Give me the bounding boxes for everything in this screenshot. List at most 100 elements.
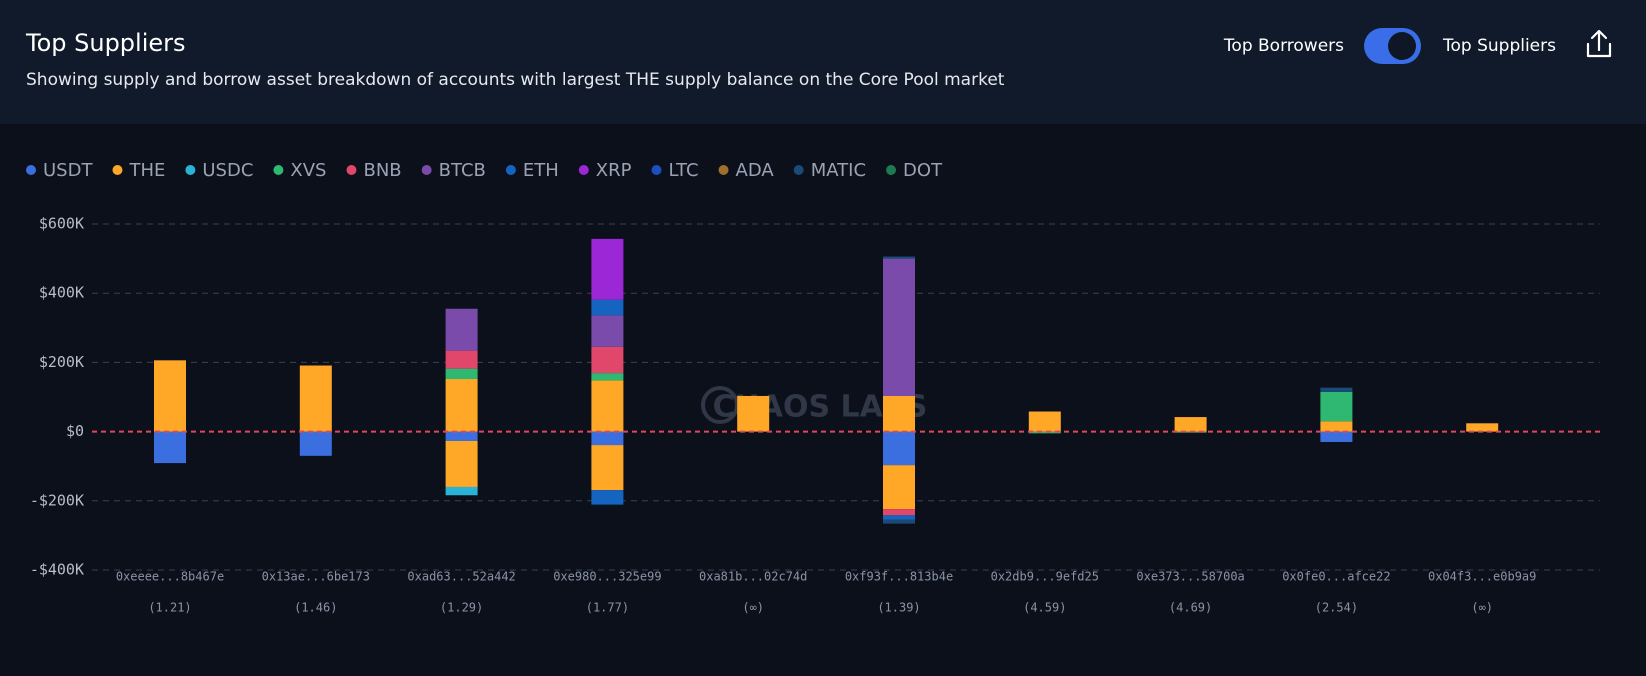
subtitle: Showing supply and borrow asset breakdow… (26, 70, 1005, 90)
share-button[interactable] (1586, 29, 1612, 58)
health-factor: (1.77) (586, 601, 629, 615)
legend-label: BTCB (439, 160, 486, 181)
bar-segment (445, 350, 478, 369)
bar-segment (883, 465, 915, 510)
bar-segment (591, 490, 624, 505)
legend-dot (26, 165, 36, 175)
x-tick-label: 0xa81b...02c74d (699, 570, 807, 584)
watermark-logo (701, 386, 739, 424)
x-tick-label: 0x04f3...e0b9a9 (1428, 570, 1536, 584)
bar-segment (445, 368, 478, 380)
legend-label: USDT (43, 160, 93, 181)
legend: USDT THE USDC XVS BNB BTCB ETH XRP LTC ADA MATIC DO… (26, 160, 943, 181)
bar-segment (883, 395, 915, 432)
health-factor: (2.54) (1315, 601, 1358, 615)
x-tick-label: 0xad63...52a442 (407, 570, 515, 584)
legend-dot (718, 165, 729, 175)
health-factor: (4.59) (1023, 601, 1066, 615)
bar-segment (1028, 431, 1061, 434)
health-factor: (∞) (1471, 601, 1493, 615)
bar-segment (1174, 417, 1207, 432)
y-tick-label: $400K (39, 284, 84, 302)
chart-bg (0, 124, 1646, 676)
bar-segment (591, 380, 624, 432)
legend-dot (112, 165, 123, 175)
bar-segment (883, 431, 915, 466)
bar-segment (299, 365, 332, 432)
legend-label: BNB (363, 160, 401, 181)
toggle-left-label[interactable]: Top Borrowers (1223, 36, 1344, 56)
legend-dot (185, 165, 196, 175)
x-tick-label: 0xeeee...8b467e (116, 570, 224, 584)
bar-segment (591, 346, 624, 374)
bar-segment (591, 238, 624, 300)
share-arrow (1590, 29, 1608, 52)
legend-label: THE (128, 160, 165, 181)
legend-dot (346, 165, 357, 175)
health-factor: (1.46) (294, 601, 337, 615)
bar-segment (154, 360, 186, 432)
legend-dot (793, 165, 804, 175)
bar-segment (1320, 431, 1353, 442)
bar-segment (883, 256, 915, 259)
bar-segment (737, 395, 770, 432)
x-tick-label: 0xe980...325e99 (553, 570, 661, 584)
bar-segment (1320, 391, 1353, 422)
legend-dot (273, 165, 284, 175)
header-bg (0, 0, 1646, 124)
y-tick-label: $600K (39, 215, 84, 233)
title: Top Suppliers (25, 29, 186, 57)
bar-segment (591, 431, 624, 446)
toggle-knob (1388, 32, 1416, 60)
x-tick-label: 0xe373...58700a (1136, 570, 1244, 584)
legend-label: ADA (736, 160, 775, 181)
bar-segment (883, 515, 915, 520)
bar-segment (1320, 387, 1353, 392)
bar-segment (883, 509, 915, 516)
share-icon (1586, 42, 1612, 58)
health-factor: (1.21) (148, 601, 191, 615)
x-tick-label: 0x0fe0...afce22 (1282, 570, 1390, 584)
y-tick-label: -$400K (30, 561, 84, 579)
health-factor: (1.29) (440, 601, 483, 615)
legend-dot (886, 165, 897, 175)
bar-segment (591, 299, 624, 316)
legend-label: MATIC (811, 160, 866, 181)
legend-dot (578, 165, 589, 175)
bar-segment (445, 431, 478, 441)
bar-segment (445, 379, 478, 432)
legend-dot (651, 165, 662, 175)
y-tick-label: $200K (39, 353, 84, 371)
legend-label: DOT (903, 160, 943, 181)
legend-label: LTC (668, 160, 698, 181)
bar-segment (883, 258, 915, 396)
health-factor: (∞) (742, 601, 764, 615)
bar-segment (883, 519, 915, 524)
legend-label: XVS (290, 160, 326, 181)
health-factor: (4.69) (1169, 601, 1212, 615)
legend-label: ETH (523, 160, 559, 181)
bar-segment (1320, 421, 1353, 432)
bar-segment (445, 308, 478, 351)
legend-dot (421, 165, 432, 175)
x-tick-label: 0x13ae...6be173 (262, 570, 370, 584)
bar-segment (591, 315, 624, 347)
bar-segment (299, 431, 332, 456)
y-tick-label: -$200K (30, 491, 84, 509)
bar-segment (591, 373, 624, 381)
x-tick-label: 0x2db9...9efd25 (991, 570, 1099, 584)
legend-label: XRP (596, 160, 632, 181)
toggle-right-label[interactable]: Top Suppliers (1442, 36, 1556, 56)
x-tick-label: 0xf93f...813b4e (845, 570, 953, 584)
plot: CHAOS LABS-$400K-$200K$0$200K$400K$600K0… (30, 215, 1600, 615)
bar-segment (154, 431, 186, 464)
bar-segment (1466, 423, 1499, 432)
y-tick-label: $0 (66, 422, 84, 440)
health-factor: (1.39) (877, 601, 920, 615)
bar-segment (591, 445, 624, 491)
bar-segment (445, 486, 478, 496)
bar-segment (1028, 411, 1061, 432)
legend-dot (505, 165, 516, 175)
bar-segment (445, 440, 478, 487)
